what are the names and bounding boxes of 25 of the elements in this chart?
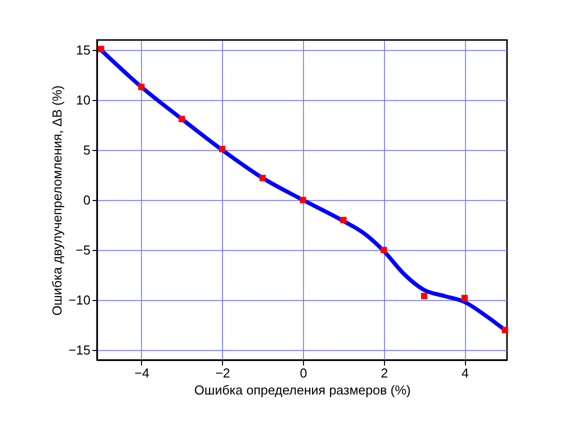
x-tick-label: −2 <box>215 366 230 380</box>
y-tick-label: 5 <box>83 142 90 158</box>
x-tick-label: 4 <box>461 366 469 380</box>
y-tick-label: 10 <box>76 92 90 108</box>
y-tick-label: −15 <box>68 342 90 358</box>
x-tick-label: −4 <box>134 366 150 380</box>
x-axis-title: Ошибка определения размеров (%) <box>194 382 411 398</box>
y-axis-title: Ошибка двулучепреломления, ΔB (%) <box>49 85 64 316</box>
point <box>219 146 226 152</box>
point <box>421 292 428 300</box>
point <box>98 46 104 52</box>
y-tick-label: 15 <box>76 42 90 58</box>
point <box>178 116 185 122</box>
point <box>340 216 347 224</box>
point <box>259 174 266 182</box>
point <box>502 326 508 334</box>
point <box>461 294 468 302</box>
y-tick-label: −5 <box>76 242 90 258</box>
y-tick-label: 0 <box>83 192 90 208</box>
y-tick-label: −10 <box>68 292 90 308</box>
x-tick-label: 2 <box>380 366 388 380</box>
point <box>300 196 306 204</box>
point <box>138 84 145 90</box>
point <box>380 246 387 254</box>
x-tick-label: 0 <box>300 366 308 380</box>
